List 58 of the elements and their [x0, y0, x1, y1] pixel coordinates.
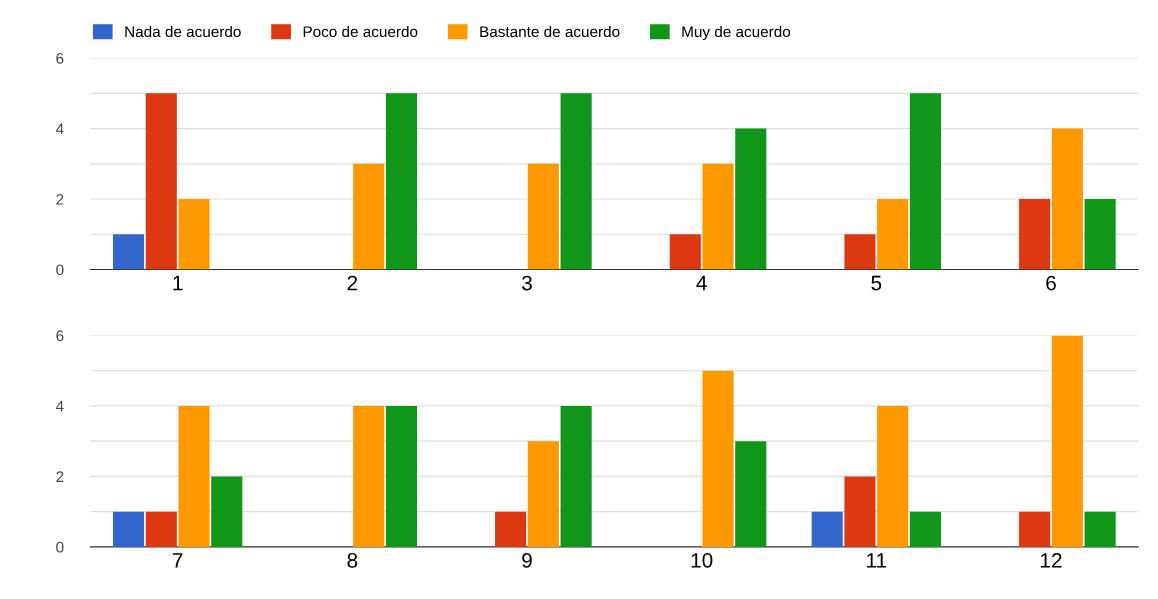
- y-tick-label: 6: [56, 52, 64, 64]
- legend-label: Muy de acuerdo: [682, 25, 791, 41]
- bar: [112, 511, 145, 547]
- bar: [702, 370, 734, 547]
- bar: [495, 511, 527, 547]
- bar: [178, 405, 210, 547]
- bar: [877, 199, 909, 270]
- bar: [811, 511, 843, 547]
- bar: [735, 441, 767, 547]
- bar: [1019, 511, 1051, 547]
- y-tick-label: 4: [55, 123, 64, 135]
- bar: [353, 163, 385, 270]
- bar: [1051, 128, 1083, 270]
- bar: [527, 163, 559, 270]
- bar: [1084, 511, 1116, 547]
- x-tick-label: 2: [347, 275, 358, 291]
- legend-label: Bastante de acuerdo: [480, 25, 620, 38]
- bar: [877, 405, 909, 547]
- bar: [909, 511, 941, 547]
- y-tick-label: 4: [55, 400, 64, 412]
- bar: [145, 511, 177, 547]
- x-tick-label: 11: [867, 553, 887, 568]
- y-tick-label: 2: [56, 471, 64, 482]
- bar: [385, 93, 417, 270]
- bar: [178, 199, 210, 270]
- y-tick-label: 2: [56, 193, 64, 205]
- x-tick-label: 10: [691, 552, 713, 568]
- x-tick-label: 6: [1046, 275, 1056, 291]
- bar: [385, 405, 417, 547]
- bar: [353, 405, 385, 547]
- bar: [844, 476, 876, 547]
- legend-label: Nada de acuerdo: [125, 25, 241, 38]
- bar: [560, 93, 592, 270]
- bar: [669, 234, 701, 270]
- x-tick-label: 12: [1040, 552, 1062, 568]
- bar: [844, 234, 876, 270]
- x-tick-label: 5: [871, 275, 882, 291]
- y-tick-label: 0: [56, 541, 64, 553]
- bar: [145, 93, 177, 270]
- y-tick-label: 6: [56, 330, 64, 342]
- x-tick-label: 9: [522, 552, 532, 568]
- x-tick-label: 1: [173, 275, 183, 291]
- x-tick-label: 7: [172, 553, 183, 568]
- bar: [702, 163, 734, 270]
- x-tick-label: 4: [696, 275, 707, 291]
- x-tick-label: 8: [347, 552, 358, 568]
- bar: [527, 441, 559, 547]
- bar: [1019, 199, 1051, 270]
- bar: [112, 234, 145, 270]
- bar: [560, 405, 592, 547]
- bar: [1084, 199, 1116, 270]
- x-tick-label: 3: [521, 275, 532, 291]
- bar: [1051, 335, 1083, 547]
- legend-label: Poco de acuerdo: [303, 25, 418, 38]
- bar: [735, 128, 767, 270]
- bar: [909, 93, 941, 270]
- y-tick-label: 0: [56, 264, 64, 276]
- bar: [211, 476, 243, 547]
